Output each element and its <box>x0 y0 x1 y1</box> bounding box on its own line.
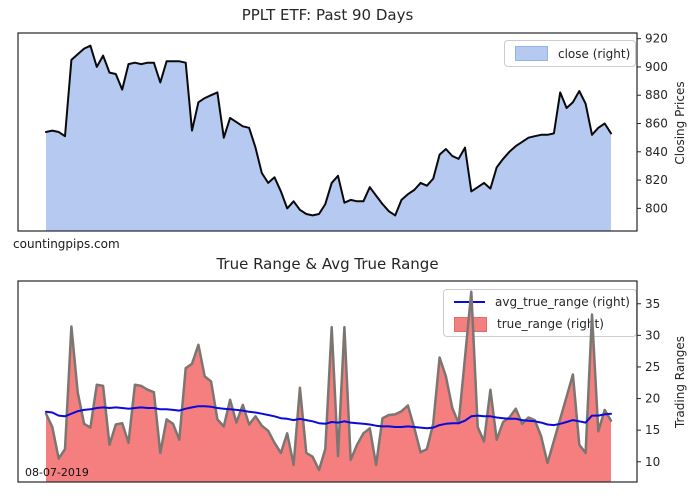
y-tick-label: 840 <box>645 145 668 159</box>
y-tick-label: 35 <box>645 297 660 311</box>
y-tick-label: 10 <box>645 455 660 469</box>
y-tick-label: 880 <box>645 88 668 102</box>
avg-true-range-swatch <box>454 301 485 303</box>
close-area-fill <box>46 45 611 232</box>
bottom-chart-title: True Range & Avg True Range <box>216 255 439 273</box>
date-annotation: 08-07-2019 <box>25 466 89 479</box>
y-tick-label: 30 <box>645 328 660 342</box>
true-range-swatch <box>454 316 487 332</box>
y-tick-label: 860 <box>645 117 668 131</box>
bottom-chart-ylabel: Trading Ranges <box>673 335 687 429</box>
close-edge-line <box>45 44 612 217</box>
bottom-chart-legend: avg_true_range (right) true_range (right… <box>443 289 637 337</box>
close-legend-label: close (right) <box>558 46 631 61</box>
y-tick-label: 25 <box>645 360 660 374</box>
y-tick-label: 900 <box>645 60 668 74</box>
y-tick-label: 920 <box>645 32 668 46</box>
close-area-swatch <box>515 46 548 61</box>
y-tick-label: 820 <box>645 173 668 187</box>
top-chart-legend: close (right) <box>504 40 636 67</box>
legend-row-true-range: true_range (right) <box>444 314 636 334</box>
y-tick-label: 20 <box>645 392 660 406</box>
avg-true-range-legend-label: avg_true_range (right) <box>495 295 630 309</box>
avg_true_range-line <box>45 405 612 430</box>
watermark: countingpips.com <box>13 237 120 251</box>
top-chart-ylabel: Closing Prices <box>673 81 687 165</box>
legend-row-avg-true-range: avg_true_range (right) <box>444 292 636 312</box>
y-tick-label: 15 <box>645 423 660 437</box>
top-chart-title: PPLT ETF: Past 90 Days <box>241 6 414 24</box>
y-tick-label: 800 <box>645 201 668 215</box>
true-range-legend-label: true_range (right) <box>497 317 604 331</box>
